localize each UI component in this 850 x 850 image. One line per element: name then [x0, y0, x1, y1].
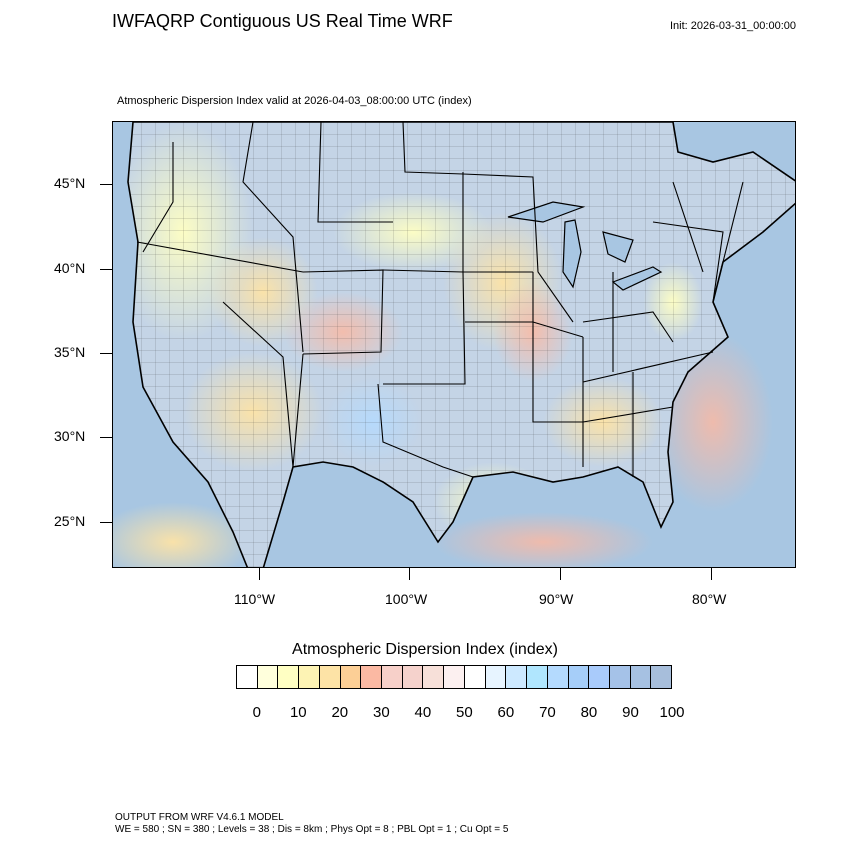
colorbar-swatch — [444, 666, 465, 688]
colorbar-swatch — [464, 666, 486, 688]
lon-label-110: 110°W — [234, 591, 276, 607]
lat-tick — [100, 184, 112, 185]
lake-erie — [611, 266, 663, 291]
colorbar-swatch — [319, 666, 341, 688]
colorbar-label: 0 — [252, 704, 261, 721]
lake-superior — [507, 201, 586, 223]
lat-label-35: 35°N — [54, 344, 86, 360]
colorbar-swatch — [361, 666, 383, 688]
colorbar-swatch — [278, 666, 300, 688]
colorbar-label: 30 — [372, 704, 390, 721]
colorbar-label: 20 — [331, 704, 349, 721]
lat-label-25: 25°N — [54, 513, 86, 529]
model-info-line1: OUTPUT FROM WRF V4.6.1 MODEL — [115, 812, 284, 823]
lake-huron — [602, 231, 634, 263]
lat-label-40: 40°N — [54, 260, 86, 276]
colorbar-label: 80 — [580, 704, 598, 721]
colorbar-label: 50 — [456, 704, 473, 721]
colorbar-swatch — [589, 666, 610, 688]
lat-tick — [100, 353, 112, 354]
lon-tick — [560, 568, 561, 580]
colorbar-swatch — [527, 666, 548, 688]
colorbar-label: 70 — [539, 704, 556, 721]
colorbar-swatch — [547, 666, 569, 688]
plot-subtitle: Atmospheric Dispersion Index valid at 20… — [117, 95, 472, 107]
lon-tick — [259, 568, 260, 580]
colorbar-label: 10 — [289, 704, 307, 721]
map-panel[interactable] — [112, 121, 796, 568]
colorbar — [236, 665, 672, 689]
lat-label-30: 30°N — [54, 428, 86, 444]
lon-label-100: 100°W — [385, 591, 428, 607]
lat-tick — [100, 522, 112, 523]
lat-label-45: 45°N — [54, 175, 86, 191]
page-title: IWFAQRP Contiguous US Real Time WRF — [112, 11, 453, 31]
colorbar-swatch — [651, 666, 672, 688]
colorbar-swatch — [485, 666, 507, 688]
colorbar-label: 100 — [659, 704, 685, 721]
colorbar-swatch — [382, 666, 403, 688]
lon-tick — [711, 568, 712, 580]
gulf-shading — [433, 512, 653, 567]
colorbar-label: 60 — [497, 704, 515, 721]
colorbar-swatch — [340, 666, 362, 688]
colorbar-swatch — [568, 666, 590, 688]
colorbar-swatch — [506, 666, 528, 688]
pacific-shading — [113, 502, 253, 567]
lon-label-80: 80°W — [692, 591, 727, 607]
lat-tick — [100, 437, 112, 438]
colorbar-title: Atmospheric Dispersion Index (index) — [292, 641, 558, 658]
colorbar-swatch — [257, 666, 279, 688]
colorbar-swatch — [423, 666, 445, 688]
colorbar-swatch — [630, 666, 652, 688]
colorbar-label: 90 — [622, 704, 639, 721]
colorbar-swatch — [609, 666, 631, 688]
colorbar-swatch — [299, 666, 320, 688]
colorbar-swatch — [402, 666, 424, 688]
lake-michigan — [562, 219, 582, 289]
colorbar-swatch — [237, 666, 258, 688]
lon-tick — [409, 568, 410, 580]
map-canvas — [113, 122, 795, 567]
model-info-line2: WE = 580 ; SN = 380 ; Levels = 38 ; Dis … — [115, 824, 509, 835]
lon-label-90: 90°W — [539, 591, 574, 607]
colorbar-label: 40 — [414, 704, 432, 721]
state-borders — [136, 122, 744, 478]
init-time-label: Init: 2026-03-31_00:00:00 — [670, 20, 796, 32]
lat-tick — [100, 269, 112, 270]
